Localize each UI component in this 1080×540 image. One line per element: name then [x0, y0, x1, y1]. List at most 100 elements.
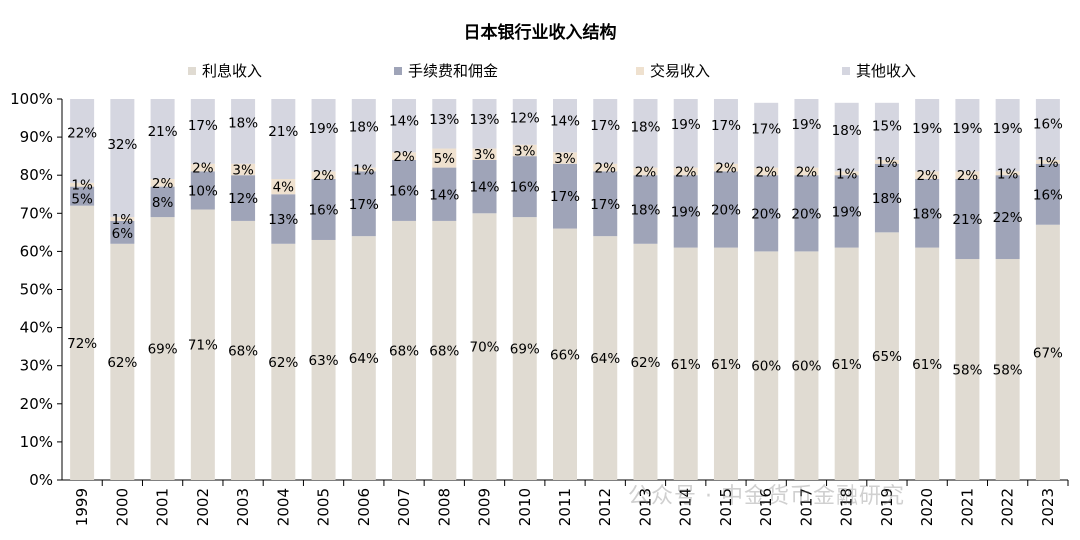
bar-segment-fees [231, 175, 256, 221]
data-label-interest: 68% [389, 343, 419, 359]
data-label-trading: 2% [192, 161, 214, 177]
x-tick-label: 2011 [556, 488, 574, 526]
bar-segment-other [190, 99, 215, 164]
bar-segment-fees [553, 163, 577, 229]
x-tick-label: 2008 [435, 488, 453, 526]
data-label-interest: 70% [470, 340, 500, 356]
bar-segment-trading [713, 163, 738, 172]
bar-segment-fees [392, 159, 417, 221]
data-label-trading: 2% [595, 161, 617, 177]
bar-segment-fees [713, 171, 738, 248]
y-tick-label: 60% [20, 242, 53, 260]
bar-segment-trading [351, 167, 376, 172]
bar-segment-other [392, 99, 417, 153]
bar-segment-other [150, 99, 175, 180]
x-tick-label: 2007 [395, 488, 413, 526]
data-label-interest: 67% [1033, 345, 1063, 361]
data-label-fees: 18% [912, 206, 942, 222]
bar-segment-fees [432, 167, 457, 221]
bar-segment-other [633, 99, 658, 168]
x-tick-label: 1999 [73, 488, 91, 526]
data-label-fees: 5% [71, 192, 93, 208]
data-label-interest: 68% [228, 343, 258, 359]
data-label-other: 19% [952, 121, 982, 137]
bar-segment-trading [311, 171, 336, 180]
bar-segment-trading [915, 171, 940, 180]
x-tick-label: 2017 [797, 488, 815, 526]
bar-segment-other [794, 99, 819, 168]
bar-segment-interest [633, 243, 658, 480]
data-label-trading: 1% [997, 166, 1019, 182]
data-label-fees: 14% [429, 187, 459, 203]
data-label-other: 18% [349, 119, 379, 135]
bar-segment-other [553, 99, 577, 153]
bar-segment-fees [673, 175, 698, 248]
bar-segment-interest [834, 247, 859, 480]
data-label-other: 19% [671, 117, 701, 133]
data-label-fees: 6% [112, 226, 134, 242]
bar-segment-fees [834, 175, 859, 248]
bar-segment-trading [512, 144, 537, 157]
data-label-other: 16% [1033, 116, 1063, 132]
legend-item-trading: 交易收入 [636, 60, 710, 81]
bar-segment-fees [874, 163, 899, 233]
bar-segment-trading [593, 163, 618, 172]
data-label-interest: 69% [148, 342, 178, 358]
bar-segment-trading [392, 152, 417, 160]
data-label-other: 17% [711, 118, 741, 134]
data-label-fees: 10% [188, 183, 218, 199]
bar-segment-other [512, 99, 537, 145]
bar-segment-interest [351, 236, 376, 480]
bar-segment-other [432, 99, 457, 149]
legend-swatch-fees [394, 66, 402, 75]
data-label-interest: 60% [751, 359, 781, 375]
bar-segment-trading [794, 167, 819, 176]
data-label-interest: 61% [671, 357, 701, 373]
x-tick-label: 2014 [677, 488, 695, 526]
data-label-trading: 2% [715, 161, 737, 177]
y-tick-label: 30% [20, 357, 53, 375]
data-label-fees: 19% [832, 204, 862, 220]
bar-segment-interest [995, 259, 1020, 480]
bar-segment-trading [110, 217, 135, 221]
data-label-interest: 68% [429, 343, 459, 359]
bar-segment-other [673, 99, 698, 168]
bar-segment-trading [150, 179, 175, 187]
legend-item-other: 其他收入 [842, 60, 916, 81]
bar-segment-fees [633, 175, 658, 244]
data-label-trading: 5% [434, 151, 456, 167]
bar-segment-interest [392, 220, 417, 481]
bar-segment-fees [915, 179, 940, 248]
data-label-trading: 2% [755, 164, 777, 180]
bar-segment-interest [432, 220, 457, 481]
bar-segment-other [70, 99, 95, 183]
bar-segment-trading [874, 159, 899, 164]
bar-segment-trading [231, 163, 256, 176]
x-tick-label: 2009 [476, 488, 494, 526]
data-label-other: 17% [188, 118, 218, 134]
data-label-interest: 62% [107, 355, 137, 371]
bar-segment-interest [754, 251, 779, 480]
data-label-fees: 20% [751, 206, 781, 222]
data-label-trading: 1% [353, 162, 375, 178]
x-tick-label: 2002 [194, 488, 212, 526]
legend-label-interest: 利息收入 [202, 62, 263, 80]
y-tick-label: 40% [20, 319, 53, 337]
data-label-interest: 65% [872, 349, 902, 365]
bar-segment-interest [713, 247, 738, 480]
bar-segment-interest [593, 236, 618, 480]
data-label-fees: 20% [791, 206, 821, 222]
bar-segment-trading [995, 171, 1020, 176]
data-label-other: 17% [590, 118, 620, 134]
bar-segment-fees [311, 179, 336, 240]
x-tick-label: 2020 [918, 488, 936, 526]
data-label-interest: 61% [912, 357, 942, 373]
bar-segment-fees [70, 186, 95, 206]
bar-segment-trading [955, 171, 980, 180]
data-label-other: 18% [228, 116, 258, 132]
data-label-other: 19% [309, 121, 339, 137]
data-label-interest: 71% [188, 338, 218, 354]
data-label-fees: 16% [309, 202, 339, 218]
bar-segment-other [1035, 99, 1060, 160]
